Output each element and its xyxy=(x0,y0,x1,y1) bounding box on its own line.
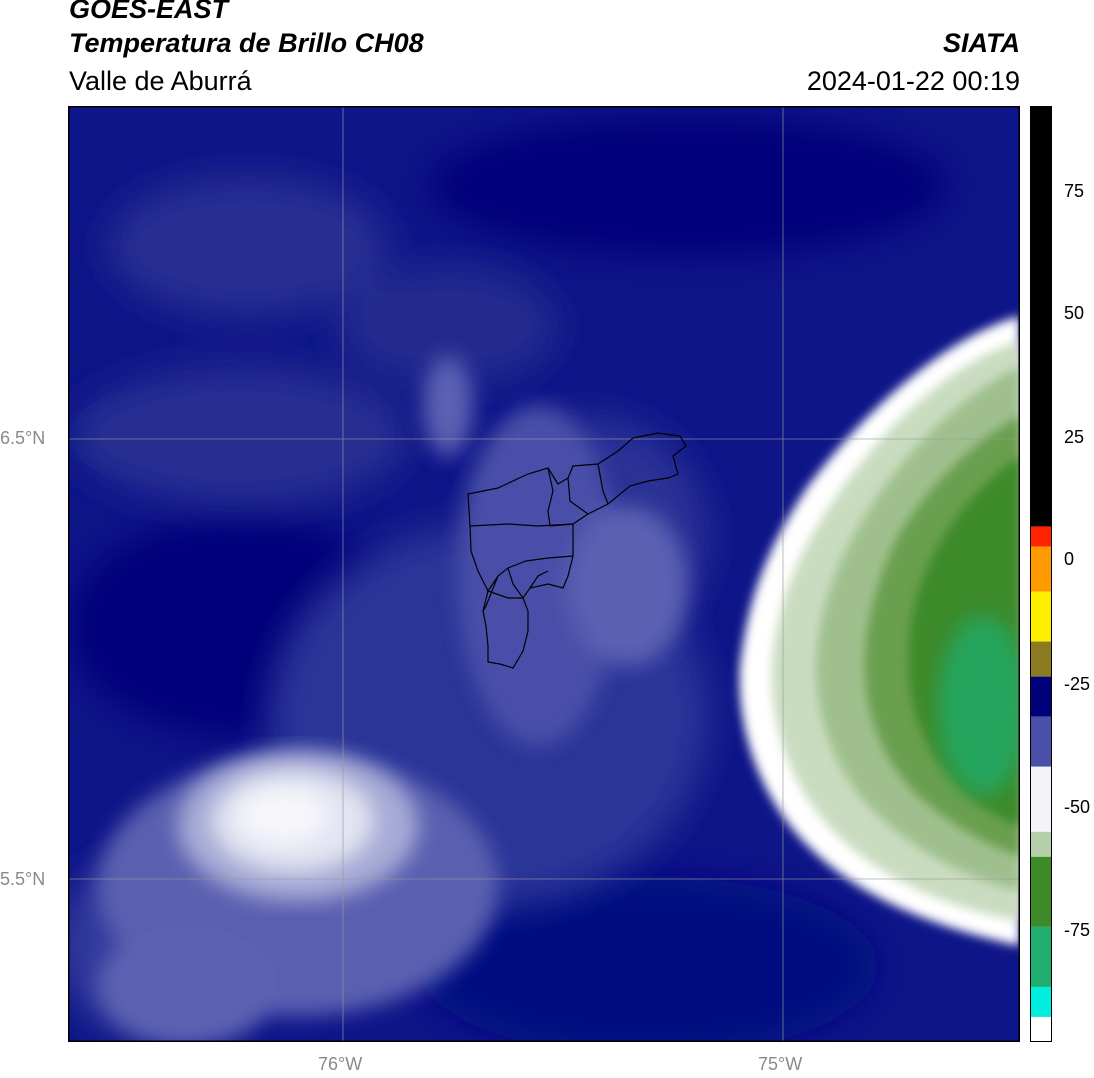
region-subtitle: Valle de Aburrá xyxy=(69,66,252,96)
colorbar-segment xyxy=(1030,526,1052,547)
colorbar-segment xyxy=(1030,766,1052,832)
green-cold-top-east xyxy=(739,316,1020,946)
colorbar-segment xyxy=(1030,1016,1052,1042)
colorbar-segment xyxy=(1030,926,1052,987)
colorbar-segment xyxy=(1030,641,1052,677)
colorbar-segment xyxy=(1030,986,1052,1017)
colorbar-segment xyxy=(1030,716,1052,767)
municipal-boundaries xyxy=(467,432,687,669)
colorbar-frame xyxy=(1030,106,1052,1042)
colorbar-segment xyxy=(1030,106,1052,527)
colorbar-tick-75: 75 xyxy=(1064,181,1085,201)
product-title: Temperatura de Brillo CH08 xyxy=(69,28,424,58)
colorbar-segment xyxy=(1030,856,1052,927)
colorbar-tick-minus-25: -25 xyxy=(1064,674,1091,694)
colorbar-segment xyxy=(1030,591,1052,642)
latitude-label-5-5n: 5.5°N xyxy=(0,869,46,889)
colorbar-gradient xyxy=(1030,106,1052,1042)
mid-blue-areas xyxy=(68,176,708,1036)
colorbar-segment xyxy=(1030,831,1052,857)
brightness-temperature-map xyxy=(68,106,1020,1042)
organization-label: SIATA xyxy=(943,28,1020,58)
longitude-label-76w: 76°W xyxy=(318,1054,363,1074)
colorbar-segment xyxy=(1030,546,1052,592)
map-frame xyxy=(68,106,1020,1042)
white-cloud-southwest xyxy=(178,751,418,901)
map-gridlines xyxy=(68,106,1020,1042)
satellite-title: GOES-EAST xyxy=(69,0,229,24)
colorbar-tick-0: 0 xyxy=(1064,549,1075,569)
colorbar-tick-50: 50 xyxy=(1064,303,1085,323)
colorbar-tick-minus-75: -75 xyxy=(1064,920,1091,940)
latitude-label-6-5n: 6.5°N xyxy=(0,428,46,448)
colorbar xyxy=(1030,106,1052,1042)
colorbar-segment xyxy=(1030,676,1052,717)
colorbar-tick-minus-50: -50 xyxy=(1064,797,1091,817)
colorbar-tick-25: 25 xyxy=(1064,427,1085,447)
longitude-label-75w: 75°W xyxy=(758,1054,803,1074)
datetime-label: 2024-01-22 00:19 xyxy=(806,66,1020,96)
